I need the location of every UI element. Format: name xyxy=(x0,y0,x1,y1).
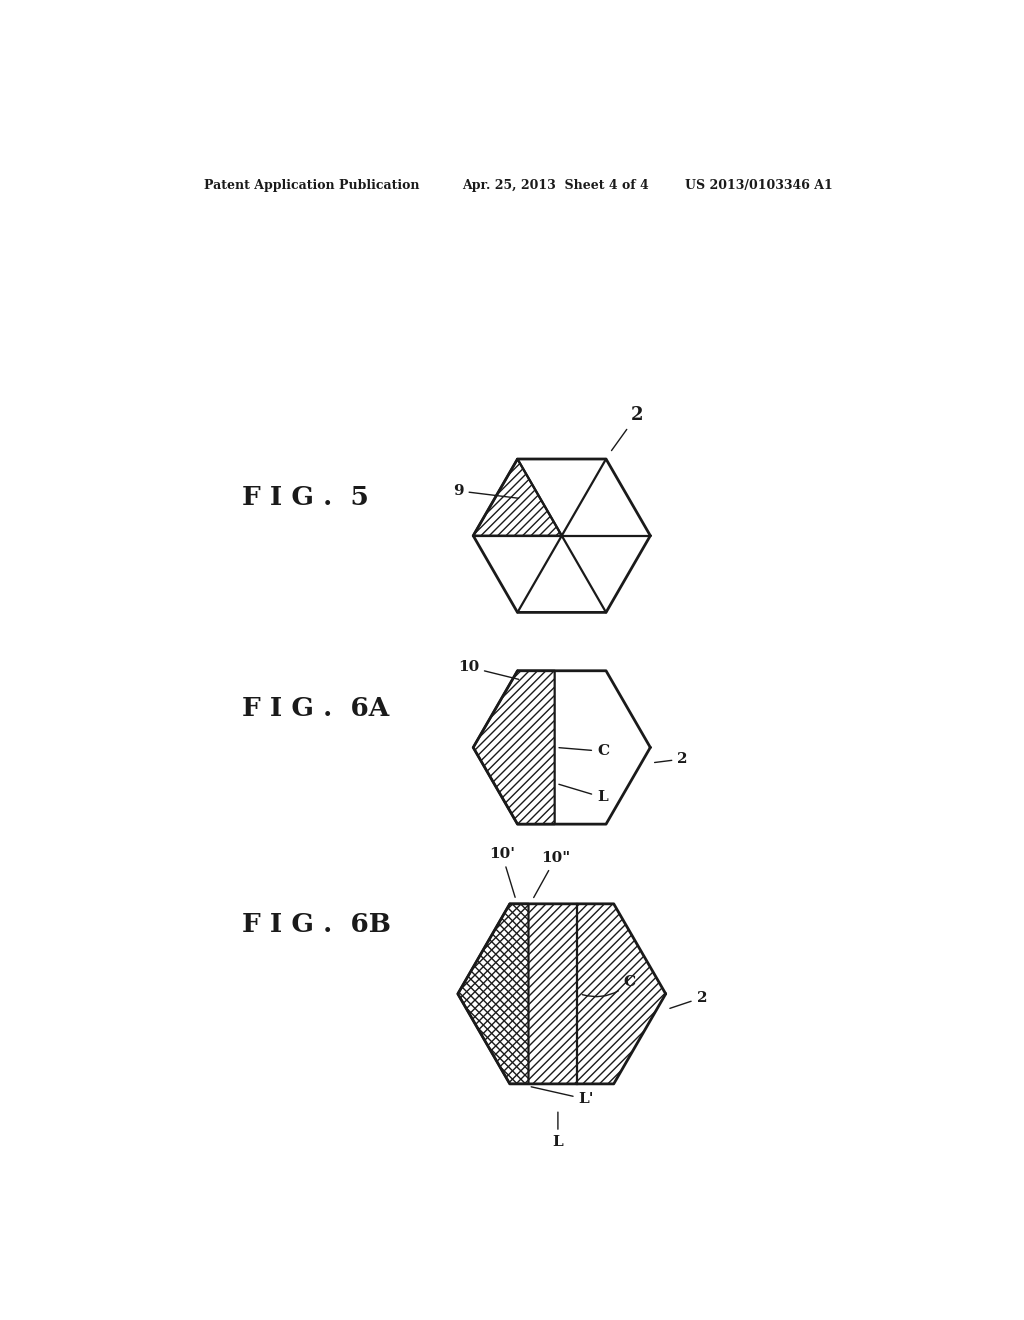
Text: C: C xyxy=(559,744,609,758)
Text: 10": 10" xyxy=(534,851,570,898)
Text: 2: 2 xyxy=(654,752,688,766)
Text: 9: 9 xyxy=(453,484,518,498)
Text: 2: 2 xyxy=(670,991,707,1008)
Text: C: C xyxy=(583,975,636,997)
Text: F I G .  6A: F I G . 6A xyxy=(243,697,389,722)
Text: 2: 2 xyxy=(611,407,643,450)
Text: Patent Application Publication: Patent Application Publication xyxy=(204,178,419,191)
Text: US 2013/0103346 A1: US 2013/0103346 A1 xyxy=(685,178,833,191)
Text: L: L xyxy=(553,1113,563,1148)
Text: Apr. 25, 2013  Sheet 4 of 4: Apr. 25, 2013 Sheet 4 of 4 xyxy=(462,178,648,191)
Text: L': L' xyxy=(531,1086,594,1106)
Text: F I G .  6B: F I G . 6B xyxy=(243,912,391,937)
Text: 10: 10 xyxy=(458,660,518,680)
Text: F I G .  5: F I G . 5 xyxy=(243,484,369,510)
Text: 10': 10' xyxy=(489,847,515,898)
Text: L: L xyxy=(559,784,608,804)
